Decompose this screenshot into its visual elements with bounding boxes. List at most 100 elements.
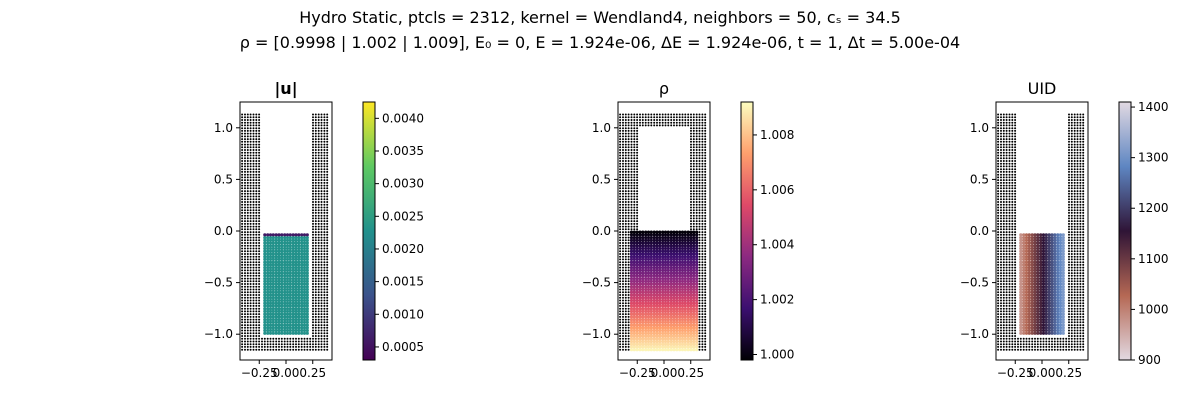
particle <box>249 291 252 294</box>
particle <box>686 296 690 300</box>
particle <box>646 320 651 324</box>
particle <box>272 348 275 351</box>
particle <box>246 345 249 348</box>
particle <box>627 184 630 187</box>
particle <box>704 263 707 266</box>
particle <box>624 160 627 162</box>
particle <box>252 304 255 307</box>
particle <box>291 263 295 267</box>
particle <box>672 263 676 267</box>
particle <box>1014 211 1017 214</box>
particle <box>692 285 696 289</box>
particle <box>312 266 314 269</box>
particle <box>317 179 320 182</box>
particle <box>288 328 292 333</box>
particle <box>305 241 309 245</box>
particle <box>1022 257 1026 261</box>
particle <box>266 285 270 289</box>
particle <box>635 326 639 330</box>
particle <box>686 279 690 283</box>
particle <box>271 279 275 283</box>
particle <box>249 266 252 269</box>
particle <box>692 168 695 171</box>
particle <box>1044 246 1048 251</box>
particle <box>683 315 687 319</box>
particle <box>1036 343 1039 346</box>
particle <box>314 253 317 255</box>
particle <box>701 116 704 119</box>
particle <box>997 116 1000 119</box>
particle <box>246 291 249 294</box>
particle <box>1033 268 1037 272</box>
particle <box>638 230 642 234</box>
particle <box>686 320 690 324</box>
particle <box>283 301 287 305</box>
particle <box>630 201 633 203</box>
particle <box>263 312 267 316</box>
particle <box>997 201 1000 203</box>
particle <box>288 285 292 289</box>
particle <box>312 283 314 285</box>
particle <box>285 266 290 270</box>
particle <box>1002 170 1005 173</box>
particle <box>252 222 255 225</box>
particle <box>632 238 636 242</box>
particle <box>622 247 624 250</box>
particle <box>669 233 673 237</box>
particle <box>704 326 707 329</box>
particle <box>624 220 627 223</box>
particle <box>692 307 696 311</box>
particle <box>320 299 323 302</box>
particle <box>1000 280 1002 283</box>
particle <box>258 225 261 228</box>
particle <box>249 236 252 239</box>
particle <box>1005 332 1008 335</box>
particle <box>1050 318 1054 322</box>
particle <box>704 335 707 337</box>
particle <box>249 220 252 223</box>
particle <box>680 334 685 338</box>
particle <box>619 222 622 225</box>
particle <box>692 315 696 319</box>
particle <box>701 168 704 171</box>
particle <box>655 285 659 289</box>
particle <box>692 129 695 132</box>
particle <box>704 236 707 239</box>
particle <box>323 332 326 335</box>
particle <box>1034 348 1036 351</box>
particle <box>704 283 707 285</box>
particle <box>629 241 634 245</box>
particle <box>678 323 682 327</box>
particle <box>1033 298 1037 303</box>
particle <box>246 176 249 179</box>
particle <box>627 340 630 343</box>
particle <box>704 127 707 130</box>
particle <box>692 282 696 286</box>
particle <box>644 337 648 341</box>
particle <box>1033 252 1037 256</box>
particle <box>638 233 642 237</box>
particle <box>622 272 624 275</box>
particle <box>638 328 642 333</box>
particle <box>1019 298 1023 303</box>
particle <box>690 140 692 143</box>
particle <box>636 192 639 195</box>
particle <box>317 288 320 291</box>
particle <box>1019 296 1023 300</box>
particle <box>624 184 627 187</box>
particle <box>636 214 639 217</box>
particle <box>644 268 648 272</box>
particle <box>1022 249 1026 253</box>
particle <box>291 323 295 327</box>
particle <box>1011 285 1014 288</box>
particle <box>622 231 624 234</box>
particle <box>1005 154 1008 157</box>
particle <box>1005 173 1008 176</box>
particle <box>666 246 670 251</box>
particle <box>1002 244 1005 247</box>
particle <box>1002 236 1005 239</box>
particle <box>663 244 668 248</box>
particle <box>1011 302 1014 305</box>
particle <box>252 124 255 127</box>
particle <box>1044 263 1048 267</box>
